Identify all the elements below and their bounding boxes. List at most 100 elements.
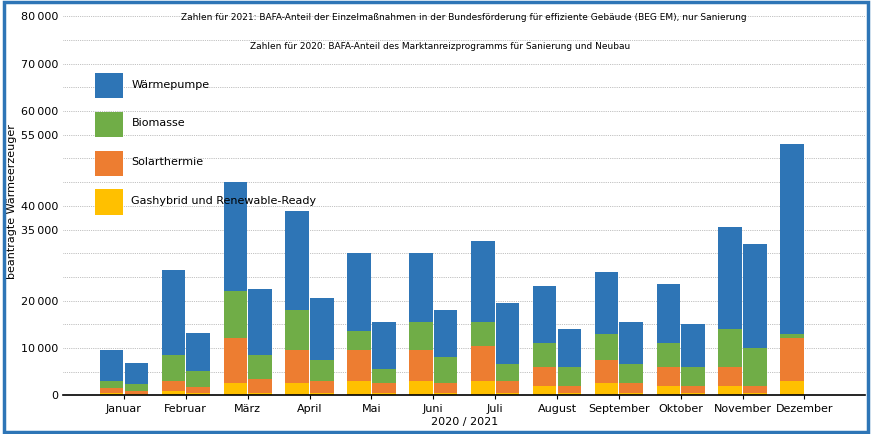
Bar: [249, 393, 272, 395]
Bar: [471, 322, 494, 345]
Bar: [409, 322, 433, 350]
Bar: [557, 393, 581, 395]
Bar: [372, 383, 396, 393]
Bar: [249, 379, 272, 393]
Bar: [409, 350, 433, 381]
Bar: [223, 182, 247, 291]
Bar: [719, 367, 742, 386]
Bar: [619, 393, 643, 395]
FancyBboxPatch shape: [95, 151, 124, 176]
Bar: [187, 387, 210, 393]
Bar: [743, 386, 766, 393]
Text: Wärmepumpe: Wärmepumpe: [132, 79, 209, 89]
Bar: [187, 333, 210, 371]
Bar: [409, 381, 433, 395]
Bar: [249, 289, 272, 355]
Bar: [595, 383, 618, 395]
Bar: [496, 365, 519, 381]
Bar: [223, 339, 247, 383]
Bar: [657, 343, 680, 367]
Bar: [619, 383, 643, 393]
Bar: [187, 371, 210, 387]
Text: Gashybrid und Renewable-Ready: Gashybrid und Renewable-Ready: [132, 196, 317, 206]
Bar: [223, 383, 247, 395]
Bar: [99, 350, 123, 381]
Bar: [125, 384, 148, 391]
Bar: [719, 329, 742, 367]
Bar: [161, 391, 185, 395]
Bar: [681, 324, 705, 367]
Bar: [310, 360, 334, 381]
Bar: [743, 244, 766, 348]
Bar: [780, 339, 804, 381]
Bar: [471, 345, 494, 381]
Bar: [471, 381, 494, 395]
Bar: [557, 329, 581, 367]
FancyBboxPatch shape: [95, 112, 124, 137]
Bar: [533, 386, 556, 395]
Bar: [533, 367, 556, 386]
Bar: [595, 334, 618, 360]
Bar: [780, 381, 804, 395]
Bar: [99, 388, 123, 393]
Bar: [347, 350, 371, 381]
Bar: [657, 386, 680, 395]
Bar: [533, 343, 556, 367]
Bar: [434, 383, 458, 393]
Bar: [372, 322, 396, 369]
Bar: [310, 393, 334, 395]
Bar: [125, 391, 148, 395]
FancyBboxPatch shape: [95, 73, 124, 98]
Bar: [285, 383, 309, 395]
Bar: [187, 393, 210, 395]
Bar: [619, 322, 643, 365]
FancyBboxPatch shape: [95, 190, 124, 215]
Bar: [780, 334, 804, 339]
Bar: [223, 291, 247, 339]
Bar: [743, 393, 766, 395]
Bar: [249, 355, 272, 379]
Bar: [285, 350, 309, 383]
Bar: [409, 253, 433, 322]
Bar: [595, 272, 618, 334]
Text: Zahlen für 2021: BAFA-Anteil der Einzelmaßnahmen in der Bundesförderung für effi: Zahlen für 2021: BAFA-Anteil der Einzelm…: [181, 13, 747, 22]
Bar: [347, 253, 371, 331]
Bar: [657, 367, 680, 386]
Bar: [161, 270, 185, 355]
Bar: [496, 381, 519, 393]
Bar: [557, 386, 581, 393]
Bar: [719, 386, 742, 395]
Text: Biomasse: Biomasse: [132, 118, 185, 128]
Bar: [285, 310, 309, 350]
Bar: [681, 367, 705, 386]
Bar: [310, 381, 334, 393]
Text: Zahlen für 2020: BAFA-Anteil des Marktanreizprogramms für Sanierung und Neubau: Zahlen für 2020: BAFA-Anteil des Marktan…: [250, 42, 630, 51]
Bar: [496, 303, 519, 365]
Bar: [285, 210, 309, 310]
Bar: [743, 348, 766, 386]
Bar: [496, 393, 519, 395]
Bar: [595, 360, 618, 383]
Bar: [471, 241, 494, 322]
Bar: [125, 362, 148, 384]
Text: Solarthermie: Solarthermie: [132, 157, 204, 167]
Bar: [347, 331, 371, 350]
Y-axis label: beantragte Wärmeerzeuger: beantragte Wärmeerzeuger: [7, 124, 17, 279]
Bar: [347, 381, 371, 395]
Bar: [372, 369, 396, 383]
Bar: [161, 381, 185, 391]
Bar: [434, 310, 458, 357]
Bar: [99, 393, 123, 395]
Bar: [533, 286, 556, 343]
Bar: [434, 357, 458, 383]
Bar: [657, 284, 680, 343]
Bar: [372, 393, 396, 395]
Bar: [719, 227, 742, 329]
X-axis label: 2020 / 2021: 2020 / 2021: [431, 417, 498, 427]
Bar: [557, 367, 581, 386]
Bar: [681, 386, 705, 393]
Bar: [681, 393, 705, 395]
Bar: [310, 298, 334, 360]
Bar: [780, 144, 804, 334]
Bar: [99, 381, 123, 388]
